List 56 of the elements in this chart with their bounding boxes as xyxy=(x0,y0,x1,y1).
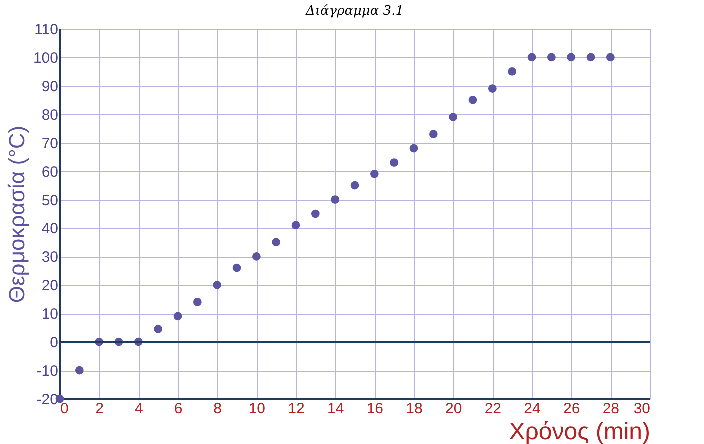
y-axis-title: Θερμοκρασία (°C) xyxy=(4,126,30,304)
y-tick-label: 40 xyxy=(42,220,58,238)
point xyxy=(468,96,478,104)
x-tick-label: 0 xyxy=(60,400,69,418)
point xyxy=(331,196,340,204)
point xyxy=(193,298,202,306)
x-tick-label: 4 xyxy=(134,400,144,418)
point xyxy=(528,53,536,62)
y-tick-label: 100 xyxy=(33,50,58,67)
y-tick-label: -10 xyxy=(36,363,58,380)
x-tick-label: 16 xyxy=(366,400,384,418)
y-tick-label: 70 xyxy=(42,135,58,152)
point xyxy=(567,53,576,62)
point xyxy=(390,158,399,167)
point xyxy=(213,280,222,290)
y-tick-label: 10 xyxy=(42,306,58,324)
x-tick-label: 18 xyxy=(406,400,423,418)
point xyxy=(272,238,281,247)
point xyxy=(508,68,517,76)
x-tick-label: 8 xyxy=(214,400,222,418)
chart-title: Διάγραμμα 3.1 xyxy=(305,4,404,19)
y-tick-label: 80 xyxy=(42,106,58,124)
x-tick-label: 20 xyxy=(445,400,462,418)
point xyxy=(488,84,497,93)
point xyxy=(232,264,242,272)
y-tick-label: 30 xyxy=(42,249,58,266)
x-tick-label: 30 xyxy=(634,400,650,418)
y-tick-label: 20 xyxy=(42,278,58,295)
point xyxy=(370,170,379,178)
y-tick-label: 0 xyxy=(50,334,58,352)
y-tick-label: 60 xyxy=(42,164,58,181)
y-tick-label: 110 xyxy=(34,22,58,38)
point xyxy=(292,221,300,230)
point xyxy=(350,181,360,190)
point xyxy=(606,53,615,62)
x-tick-label: 26 xyxy=(563,400,580,418)
x-tick-label: 10 xyxy=(248,400,266,418)
x-tick-label: 14 xyxy=(327,400,344,418)
point xyxy=(410,144,418,153)
point xyxy=(547,53,556,62)
point xyxy=(311,210,320,218)
x-tick-label: 12 xyxy=(288,400,305,418)
x-tick-label: 6 xyxy=(174,400,183,418)
point xyxy=(586,53,596,62)
point xyxy=(174,312,182,321)
point xyxy=(252,252,261,261)
x-tick-label: 24 xyxy=(524,400,541,418)
x-tick-label: 28 xyxy=(602,400,620,418)
point xyxy=(154,325,163,334)
point xyxy=(75,366,84,375)
x-tick-label: 22 xyxy=(484,400,502,418)
x-tick-label: 2 xyxy=(96,400,104,418)
y-tick-label: 50 xyxy=(42,192,58,210)
point xyxy=(429,130,438,138)
point xyxy=(449,113,458,122)
y-tick-label: 90 xyxy=(42,78,58,96)
